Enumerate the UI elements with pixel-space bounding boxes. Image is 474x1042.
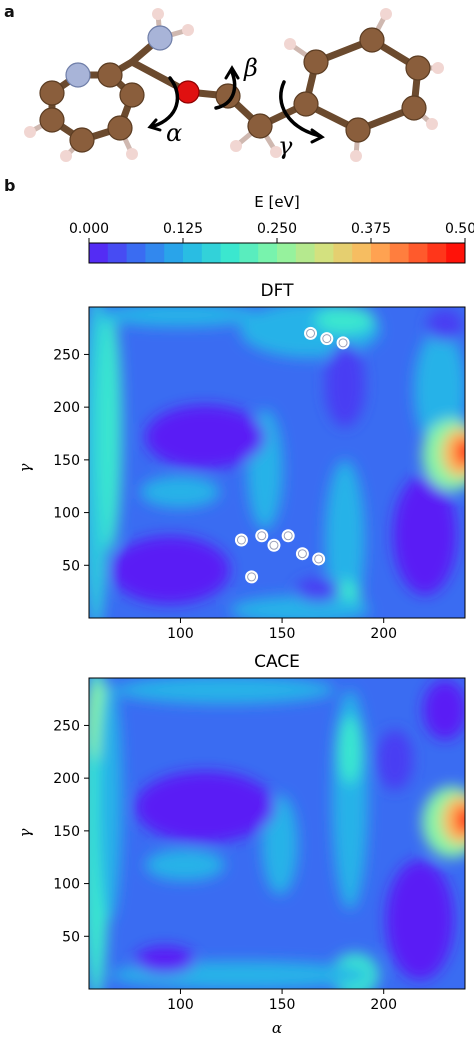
dft-scatter-point — [267, 538, 281, 552]
colorbar-tick-label: 0.500 — [445, 221, 474, 237]
dft-scatter-points — [234, 326, 350, 584]
colorbar-band — [314, 243, 334, 263]
beta-label: β — [243, 54, 258, 82]
colorbar-band — [183, 243, 203, 263]
dft-scatter-point — [320, 332, 334, 346]
dft-scatter-point-ring — [247, 572, 257, 582]
colorbar-band — [258, 243, 278, 263]
colorbar-band — [408, 243, 428, 263]
panel-label-b: b — [4, 176, 16, 195]
colorbar-band — [126, 243, 146, 263]
dft-ytick-label: 150 — [53, 453, 80, 469]
dft-scatter-point-ring — [314, 554, 324, 564]
cace-ylabel: γ — [16, 828, 34, 837]
colorbar-band — [220, 243, 240, 263]
dft-scatter-point-ring — [306, 328, 316, 338]
beta-rotation-arrow — [214, 70, 237, 110]
cace-xlabel: α — [272, 1019, 282, 1037]
dft-scatter-point-ring — [257, 531, 267, 541]
molecule-illustration: α β γ — [24, 8, 444, 162]
colorbar-band — [107, 243, 128, 263]
cace-ytick-label: 50 — [62, 929, 80, 945]
cace-ytick-label: 200 — [53, 771, 80, 787]
alpha-rotation-arrow — [152, 76, 180, 128]
dft-xtick-label: 100 — [167, 626, 194, 642]
dft-scatter-point — [245, 570, 259, 584]
dft-scatter-point — [255, 529, 269, 543]
dft-ylabel: γ — [16, 463, 34, 472]
dft-ytick-label: 250 — [53, 347, 80, 363]
colorbar-ticks: 0.000 0.125 0.250 0.375 0.500 — [69, 221, 474, 243]
cace-heatmap — [89, 678, 465, 989]
dft-scatter-point-ring — [283, 531, 293, 541]
colorbar-band — [239, 243, 259, 263]
colorbar-band — [89, 243, 109, 263]
colorbar-band — [295, 243, 316, 263]
atoms — [24, 8, 444, 162]
colorbar-band — [427, 243, 447, 263]
cace-title: CACE — [254, 652, 300, 672]
dft-xtick-label: 200 — [370, 626, 397, 642]
colorbar-frame — [88, 242, 466, 264]
alpha-label: α — [166, 119, 182, 147]
dft-scatter-point — [312, 552, 326, 566]
colorbar-band — [164, 243, 184, 263]
dft-scatter-point-ring — [236, 535, 246, 545]
dft-scatter-point — [336, 336, 350, 350]
dft-scatter-point — [281, 529, 295, 543]
dft-axes: 100 150 200 50 100 150 200 250 — [53, 347, 397, 642]
dft-scatter-point — [295, 547, 309, 561]
colorbar-tick-label: 0.125 — [163, 221, 203, 237]
colorbar-bar — [88, 242, 466, 264]
cace-xtick-label: 150 — [269, 997, 296, 1013]
cace-axes: 100 150 200 50 100 150 200 250 — [53, 718, 397, 1013]
gamma-label: γ — [278, 132, 293, 160]
dft-ytick-label: 50 — [62, 558, 80, 574]
dft-title: DFT — [261, 281, 295, 301]
colorbar-title: E [eV] — [254, 193, 299, 211]
cace-ytick-label: 250 — [53, 718, 80, 734]
colorbar-band — [333, 243, 353, 263]
dft-ytick-label: 100 — [53, 506, 80, 522]
colorbar-band — [145, 243, 165, 263]
colorbar-band — [352, 243, 372, 263]
cace-ytick-label: 150 — [53, 824, 80, 840]
colorbar-band — [389, 243, 410, 263]
dft-scatter-point-ring — [338, 338, 348, 348]
colorbar-tick-label: 0.000 — [69, 221, 109, 237]
colorbar-tick-label: 0.250 — [257, 221, 297, 237]
cace-ytick-label: 100 — [53, 877, 80, 893]
dft-scatter-point-ring — [269, 540, 279, 550]
colorbar-band — [371, 243, 391, 263]
dft-scatter-point — [234, 533, 248, 547]
dft-xtick-label: 150 — [269, 626, 296, 642]
colorbar-band — [201, 243, 222, 263]
cace-xtick-label: 200 — [370, 997, 397, 1013]
gamma-rotation-arrow — [279, 80, 322, 138]
dft-scatter-point-ring — [322, 334, 332, 344]
dft-scatter-point-ring — [297, 549, 307, 559]
cace-xtick-label: 100 — [167, 997, 194, 1013]
panel-label-a: a — [4, 2, 15, 21]
dft-scatter-point — [304, 326, 318, 340]
colorbar-band — [277, 243, 297, 263]
dft-ytick-label: 200 — [53, 400, 80, 416]
colorbar-band — [446, 243, 466, 263]
dft-heatmap — [89, 307, 465, 618]
colorbar-tick-label: 0.375 — [351, 221, 391, 237]
rotation-arrows — [147, 65, 325, 144]
